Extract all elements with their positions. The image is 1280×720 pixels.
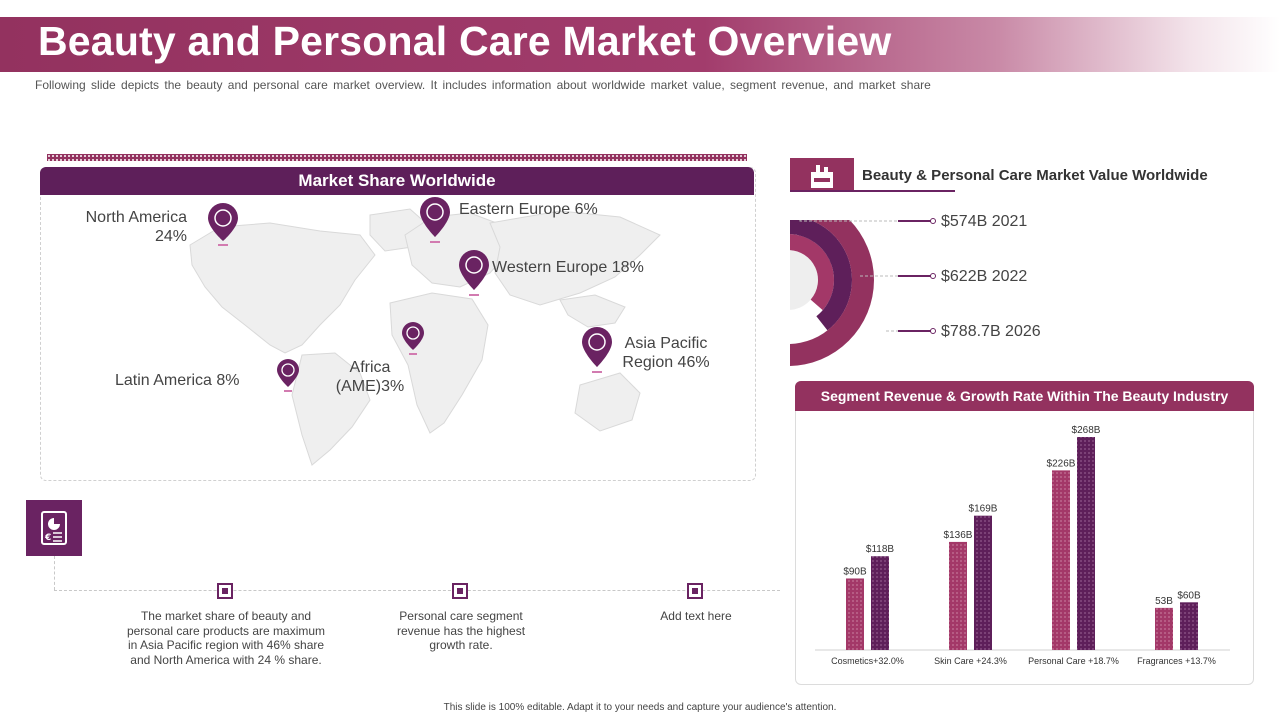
- map-heading: Market Share Worldwide: [40, 167, 754, 195]
- timeline-line: [54, 590, 780, 591]
- note-text-1: The market share of beauty and personal …: [126, 609, 326, 667]
- map-pin-icon-western-europe: [459, 250, 489, 296]
- map-pin-icon-africa: [402, 322, 424, 355]
- timeline-marker-2: [452, 583, 468, 599]
- region-label-north-america: North America 24%: [85, 209, 187, 245]
- report-icon-box: €: [26, 500, 82, 556]
- region-label-western-europe: Western Europe 18%: [492, 259, 644, 276]
- bar-label-1-0: $136B: [944, 530, 973, 541]
- map-pin-icon-asia-pacific: [582, 327, 612, 373]
- region-label-asia-pacific: Asia Pacific Region 46%: [622, 335, 710, 371]
- title-band: [0, 17, 1280, 72]
- timeline-marker-1: [217, 583, 233, 599]
- asia-shape: [489, 210, 661, 306]
- bar-0-0: [846, 578, 864, 650]
- region-label-eastern-europe: Eastern Europe 6%: [459, 201, 598, 218]
- timeline-marker-3: [687, 583, 703, 599]
- bar-1-0: [949, 541, 967, 650]
- note-text-2: Personal care segment revenue has the hi…: [396, 609, 526, 652]
- north-america-shape: [189, 222, 376, 354]
- se-asia-shape: [559, 294, 626, 328]
- market-value-2022: $622B 2022: [941, 268, 1028, 285]
- note-text-3: Add text here: [660, 609, 732, 623]
- bar-label-0-1: $118B: [866, 544, 895, 555]
- bar-0-1: [871, 556, 889, 650]
- bar-3-0: [1155, 607, 1173, 650]
- bar-label-3-1: $60B: [1177, 590, 1201, 601]
- timeline-connector: [54, 556, 55, 590]
- report-chart-icon: €: [41, 511, 67, 545]
- decorative-dotted-strip: [47, 154, 747, 161]
- donut-ring-2: [790, 220, 874, 366]
- donut-center: [790, 250, 818, 310]
- donut-ring-1: [790, 220, 852, 331]
- market-value-2021: $574B 2021: [941, 213, 1028, 230]
- bar-label-0-0: $90B: [843, 566, 867, 577]
- cosmetics-icon-box: [790, 158, 854, 192]
- market-value-donut: [790, 220, 898, 366]
- category-label-0: Cosmetics+32.0%: [831, 656, 904, 666]
- donut-leader-0: [799, 220, 898, 222]
- category-label-2: Personal Care +18.7%: [1028, 656, 1119, 666]
- market-value-2026: $788.7B 2026: [941, 323, 1041, 340]
- south-america-shape: [291, 352, 371, 466]
- segment-heading: Segment Revenue & Growth Rate Within The…: [795, 381, 1254, 411]
- donut-ring-0: [790, 234, 834, 311]
- segment-bar-chart: $90B $118B Cosmetics+32.0% $136B $169B Skin C…: [815, 425, 1230, 666]
- footer-note: This slide is 100% editable. Adapt it to…: [443, 702, 837, 713]
- map-pin-icon-eastern-europe: [420, 197, 450, 243]
- market-value-heading: Beauty & Personal Care Market Value Worl…: [862, 167, 1208, 184]
- bar-label-3-0: 53B: [1155, 596, 1173, 607]
- region-label-africa: Africa (AME)3%: [335, 359, 405, 395]
- map-pin-icon-north-america: [208, 203, 238, 246]
- bar-label-1-1: $169B: [969, 504, 998, 515]
- australia-shape: [574, 372, 641, 432]
- bar-2-1: [1077, 437, 1095, 650]
- bar-label-2-0: $226B: [1047, 458, 1076, 469]
- bar-label-2-1: $268B: [1072, 425, 1101, 436]
- map-pin-icon-latin-america: [277, 359, 299, 392]
- category-label-1: Skin Care +24.3%: [934, 656, 1007, 666]
- page-title: Beauty and Personal Care Market Overview: [38, 18, 892, 64]
- cosmetics-icon: [811, 165, 833, 188]
- category-label-3: Fragrances +13.7%: [1137, 656, 1216, 666]
- market-value-leader-markers: [898, 218, 936, 334]
- market-value-underline: [790, 190, 955, 192]
- svg-text:€: €: [44, 533, 51, 543]
- bar-3-1: [1180, 602, 1198, 650]
- region-label-latin-america: Latin America 8%: [115, 372, 240, 389]
- page-subtitle: Following slide depicts the beauty and p…: [35, 78, 931, 92]
- bar-1-1: [974, 515, 992, 650]
- bar-2-0: [1052, 470, 1070, 650]
